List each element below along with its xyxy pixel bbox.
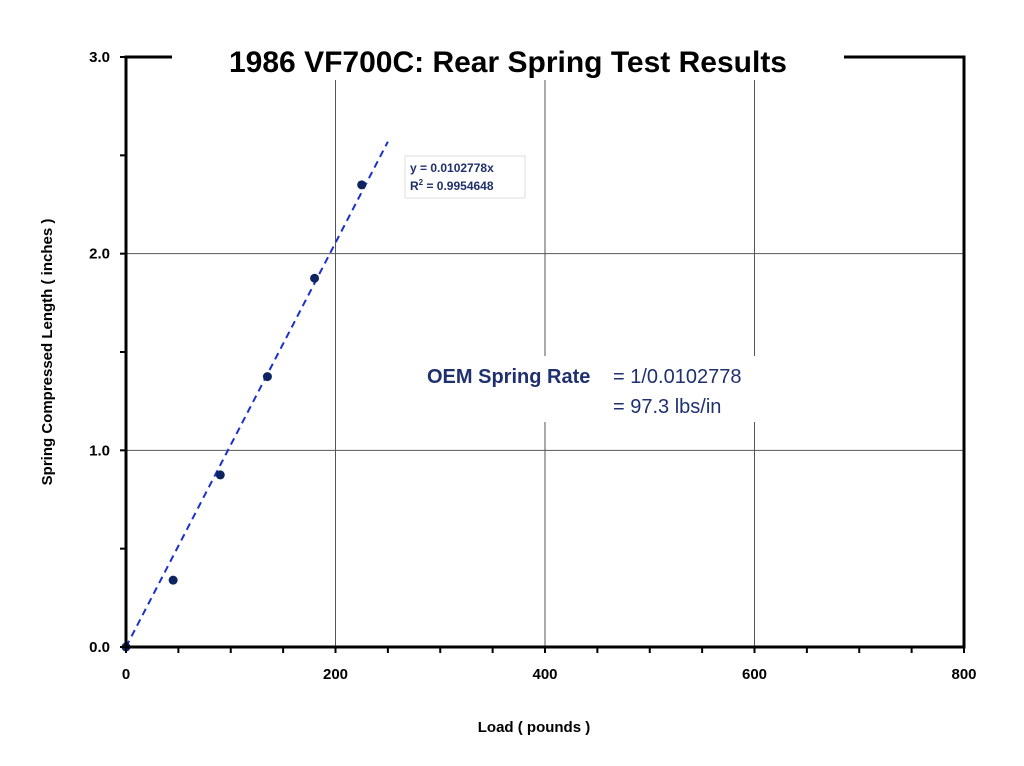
x-tick-label: 200 [323, 666, 348, 683]
x-tick-label: 0 [122, 666, 130, 683]
x-axis-label: Load ( pounds ) [478, 719, 590, 736]
trendline [125, 141, 389, 648]
title-background [172, 40, 844, 80]
annotation-line1: = 1/0.0102778 [613, 366, 741, 388]
trendline-r2: R2 = 0.9954648 [410, 178, 494, 193]
y-tick-label: 1.0 [89, 442, 110, 459]
data-points [121, 180, 367, 652]
data-point [310, 273, 320, 283]
x-tick-label: 600 [742, 666, 767, 683]
annotation-label: OEM Spring Rate [427, 366, 590, 388]
data-point [357, 180, 367, 190]
annotation-background [414, 356, 774, 422]
gridlines [126, 56, 965, 647]
y-axis-label: Spring Compressed Length ( inches ) [39, 219, 56, 486]
data-point [215, 470, 225, 480]
annotation-line2: = 97.3 lbs/in [613, 396, 721, 418]
data-point [262, 372, 272, 382]
annotation: OEM Spring Rate = 1/0.0102778 = 97.3 lbs… [427, 366, 741, 418]
y-tick-label: 2.0 [89, 246, 110, 263]
y-tick-label: 0.0 [89, 639, 110, 656]
tick-labels: 0 200 400 600 800 0.0 1.0 2.0 3.0 [89, 49, 976, 683]
y-tick-label: 3.0 [89, 49, 110, 66]
x-tick-label: 400 [532, 666, 557, 683]
trendline-equation: y = 0.0102778x [410, 161, 494, 175]
data-point [168, 575, 178, 585]
trendline-equation-box: y = 0.0102778x R2 = 0.9954648 [404, 155, 526, 199]
chart-title: 1986 VF700C: Rear Spring Test Results [229, 46, 787, 79]
axes [120, 55, 966, 653]
trendline-path [125, 141, 389, 648]
x-tick-label: 800 [951, 666, 976, 683]
